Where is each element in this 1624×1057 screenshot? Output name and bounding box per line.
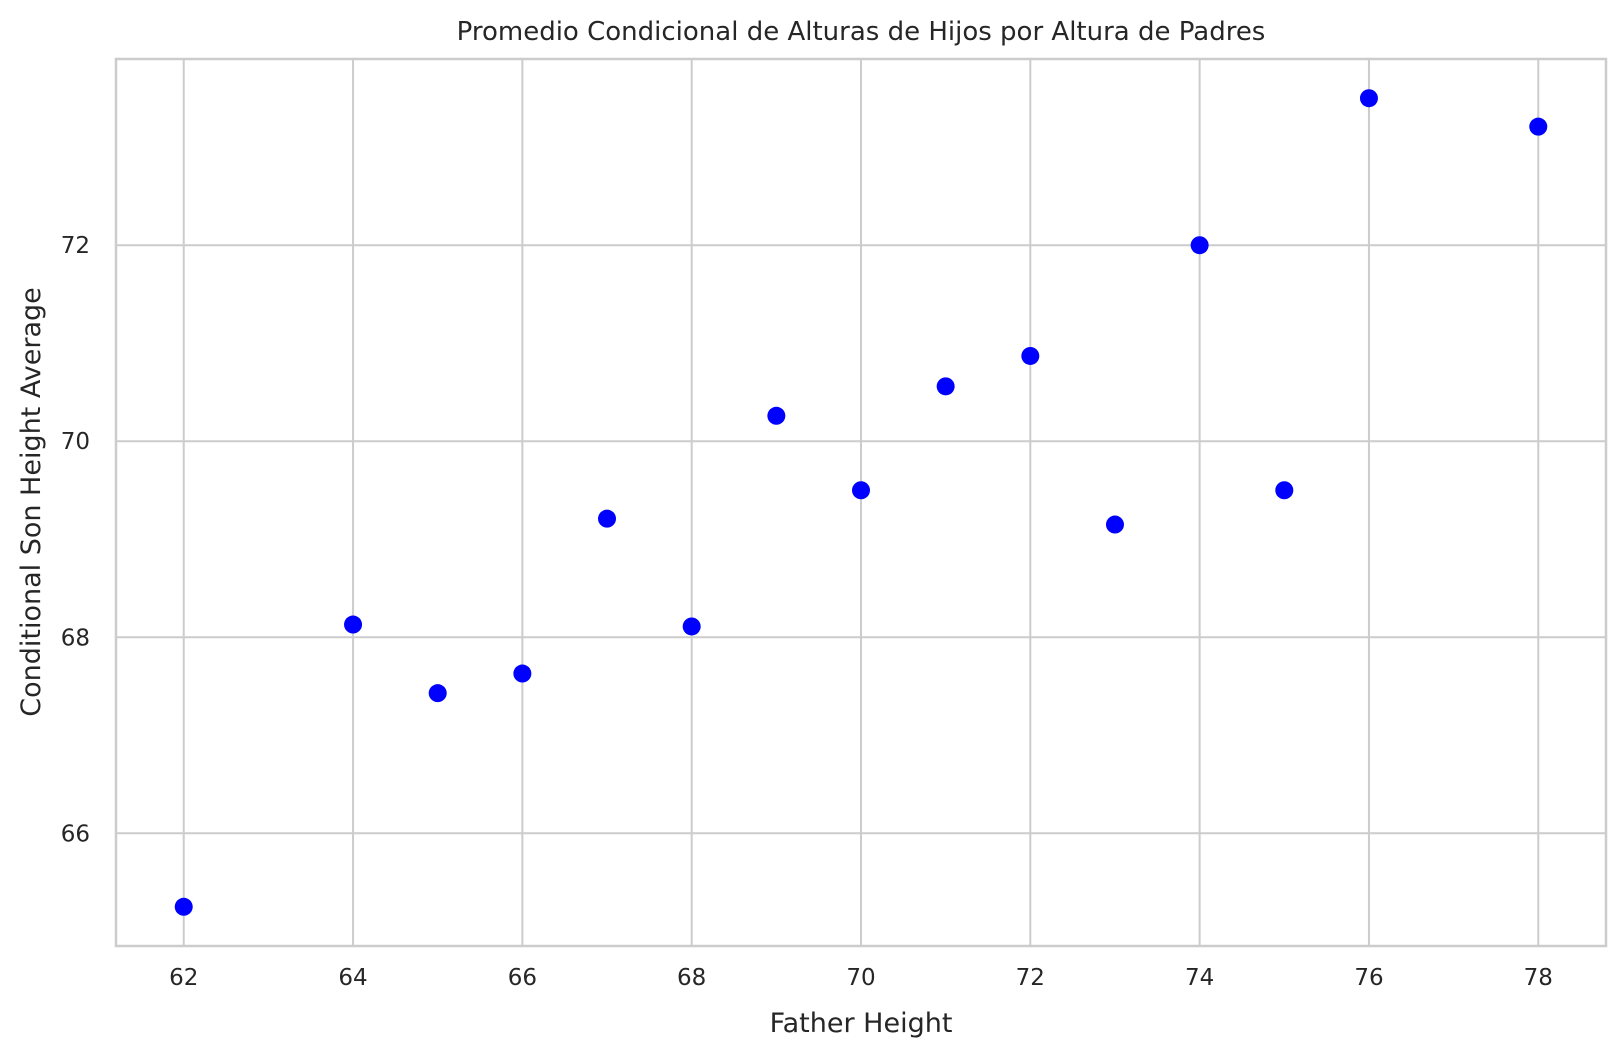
data-point xyxy=(682,617,701,636)
data-point xyxy=(852,481,870,500)
data-point xyxy=(1529,117,1548,136)
x-tick-labels: 62 64 66 68 70 72 74 76 78 xyxy=(169,965,1553,991)
x-tick-label: 74 xyxy=(1185,965,1214,991)
y-tick-label: 72 xyxy=(61,233,90,259)
x-axis-label: Father Height xyxy=(770,1008,953,1039)
x-tick-label: 76 xyxy=(1354,965,1383,991)
y-tick-label: 66 xyxy=(61,821,90,847)
data-point xyxy=(767,406,786,425)
y-tick-labels: 66 68 70 72 xyxy=(61,233,90,847)
x-tick-label: 66 xyxy=(508,965,537,991)
data-point xyxy=(1105,515,1124,534)
data-point xyxy=(598,509,617,528)
x-tick-label: 72 xyxy=(1016,965,1045,991)
data-point xyxy=(513,664,532,683)
data-point xyxy=(174,897,193,916)
data-points xyxy=(174,89,1548,916)
chart-title: Promedio Condicional de Alturas de Hijos… xyxy=(457,17,1266,47)
x-tick-label: 78 xyxy=(1524,965,1553,991)
data-point xyxy=(1275,481,1294,500)
x-tick-label: 64 xyxy=(338,965,367,991)
x-tick-label: 68 xyxy=(677,965,706,991)
x-tick-label: 62 xyxy=(169,965,198,991)
data-point xyxy=(1190,236,1209,255)
data-point xyxy=(936,377,955,396)
x-tick-label: 70 xyxy=(846,965,875,991)
data-point xyxy=(428,684,447,703)
grid-lines xyxy=(116,59,1606,946)
data-point xyxy=(344,615,363,634)
y-tick-label: 70 xyxy=(61,429,90,455)
data-point xyxy=(1021,346,1040,365)
y-tick-label: 68 xyxy=(61,625,90,651)
plot-frame xyxy=(114,57,1608,948)
y-axis-label: Conditional Son Height Average xyxy=(16,287,47,717)
data-point xyxy=(1359,89,1378,108)
